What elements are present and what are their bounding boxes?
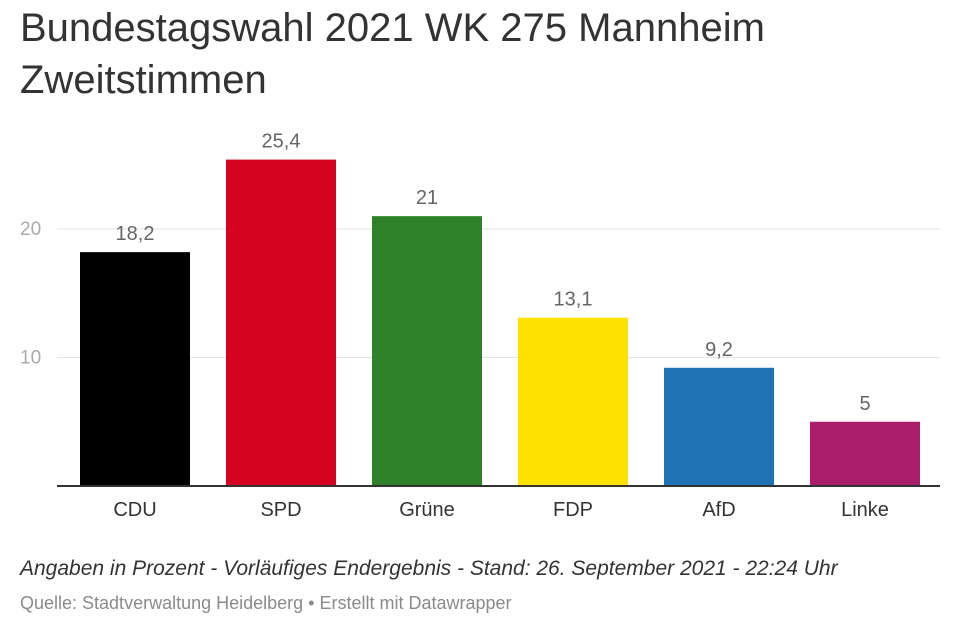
bars bbox=[80, 159, 920, 487]
bar-spd bbox=[226, 159, 336, 487]
data-label: 21 bbox=[416, 187, 438, 209]
gridlines bbox=[57, 228, 940, 358]
chart-source: Quelle: Stadtverwaltung Heidelberg • Ers… bbox=[20, 593, 512, 613]
bar-cdu bbox=[80, 252, 190, 486]
bar-afd bbox=[664, 367, 774, 486]
data-label: 18,2 bbox=[116, 223, 155, 245]
chart-title: Bundestagswahl 2021 WK 275 Mannheim Zwei… bbox=[20, 6, 765, 102]
bar-fdp bbox=[518, 317, 628, 486]
y-axis-ticks: 10 20 bbox=[20, 219, 41, 369]
value-labels: 18,2 25,4 21 13,1 9,2 5 bbox=[116, 131, 871, 415]
data-label: 9,2 bbox=[705, 339, 733, 361]
x-tick-label: AfD bbox=[702, 499, 735, 521]
data-label: 25,4 bbox=[262, 131, 301, 153]
y-tick-label: 20 bbox=[20, 219, 41, 240]
data-label: 13,1 bbox=[554, 289, 593, 311]
bar-grne bbox=[372, 216, 482, 486]
chart-note: Angaben in Prozent - Vorläufiges Enderge… bbox=[20, 557, 838, 580]
data-label: 5 bbox=[859, 393, 870, 415]
y-tick-label: 10 bbox=[20, 348, 41, 369]
x-tick-label: FDP bbox=[553, 499, 593, 521]
bar-linke bbox=[810, 421, 920, 486]
x-axis-labels: CDU SPD Grüne FDP AfD Linke bbox=[113, 499, 889, 521]
x-tick-label: Grüne bbox=[399, 499, 455, 521]
x-tick-label: SPD bbox=[260, 499, 301, 521]
x-tick-label: CDU bbox=[113, 499, 156, 521]
x-tick-label: Linke bbox=[841, 499, 889, 521]
